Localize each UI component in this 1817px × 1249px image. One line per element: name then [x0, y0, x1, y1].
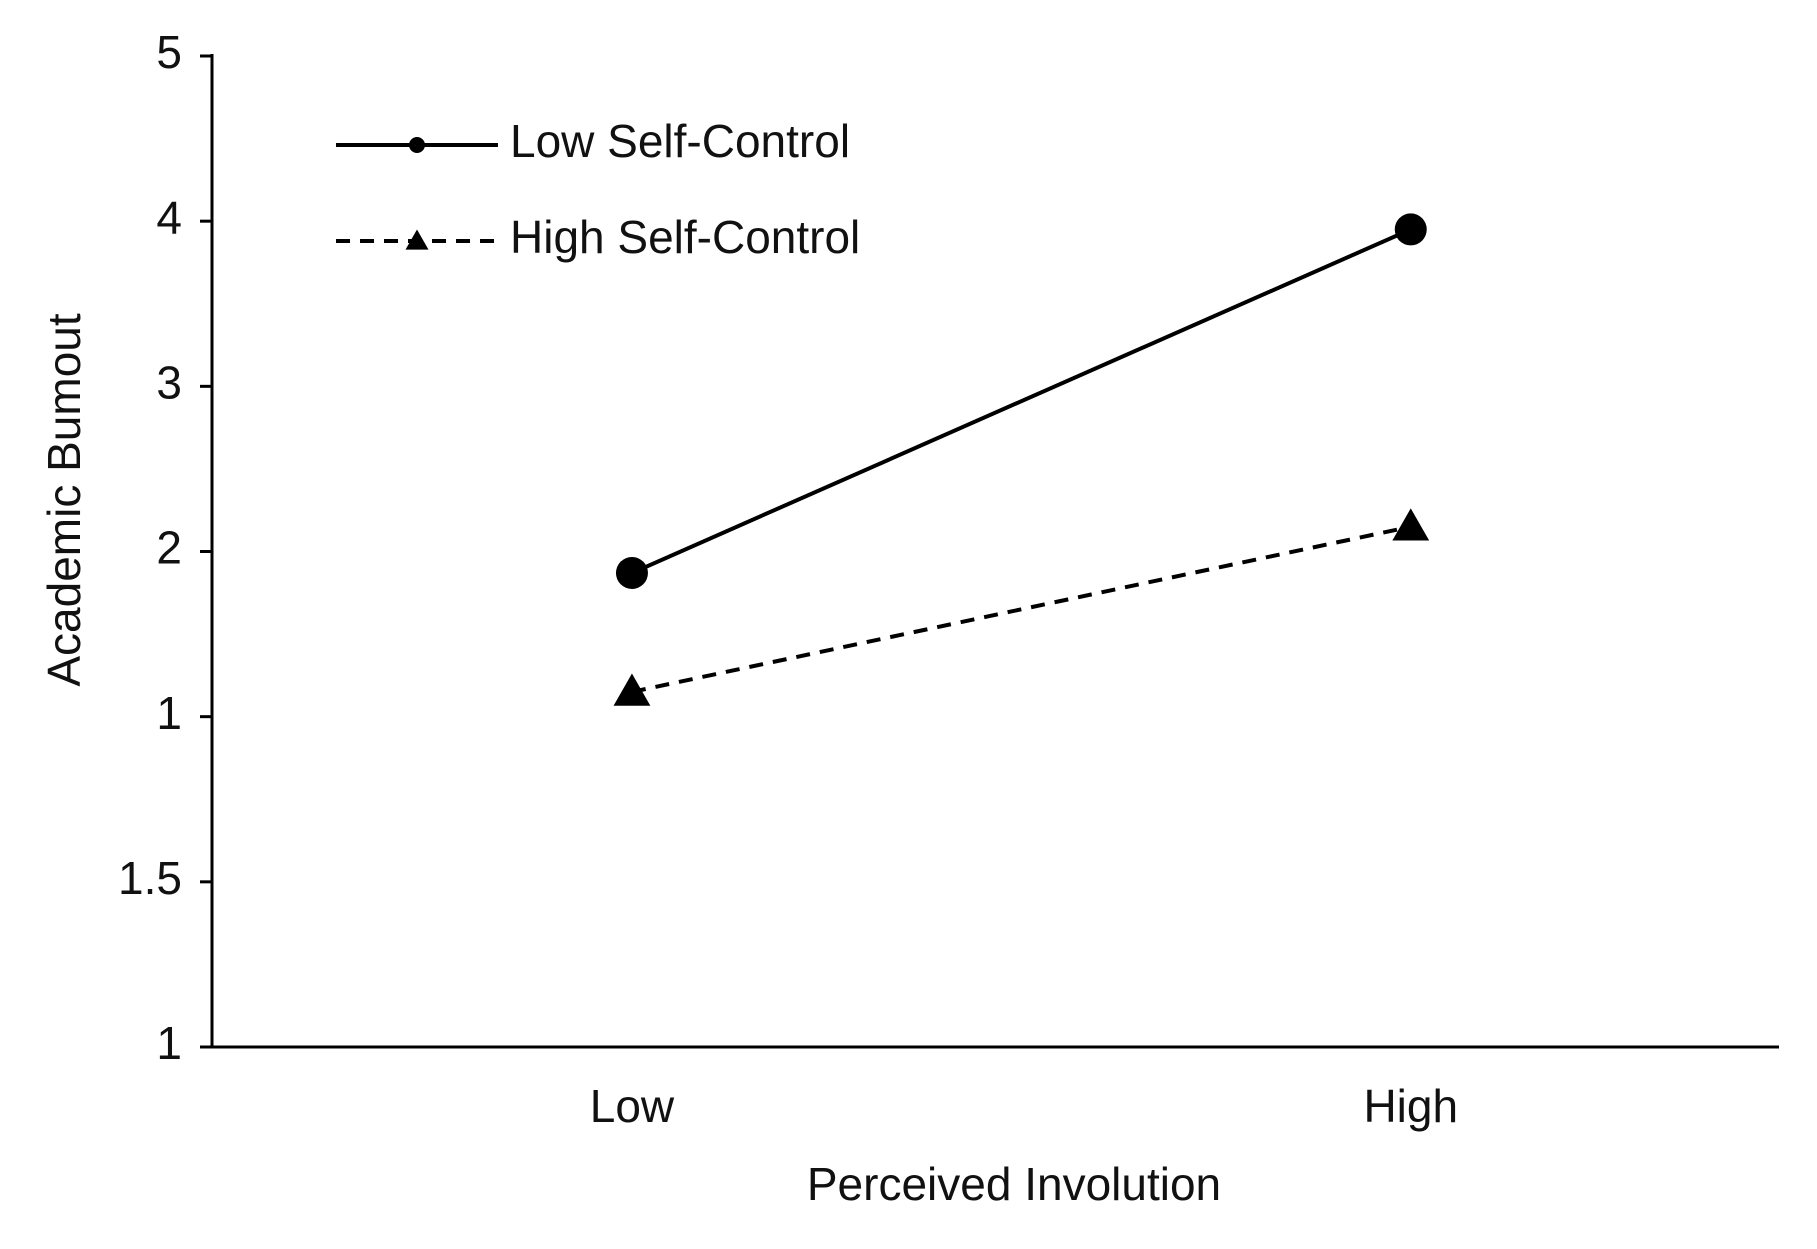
y-tick-label: 4	[156, 191, 182, 243]
series-line	[631, 227, 1412, 575]
y-tick-label: 3	[156, 356, 182, 408]
marker	[615, 556, 648, 589]
marker	[613, 673, 651, 706]
series-line	[631, 524, 1412, 694]
y-tick-label: 1	[156, 687, 182, 739]
y-tick-label: 2	[156, 522, 182, 574]
y-axis-title: Academic Bumout	[38, 313, 90, 686]
y-tick-label: 5	[156, 26, 182, 78]
marker	[1392, 508, 1430, 541]
y-tick-label: 1.5	[118, 852, 182, 904]
x-axis-title: Perceived Involution	[807, 1158, 1221, 1210]
legend-marker	[409, 137, 425, 153]
legend-label: Low Self-Control	[510, 115, 850, 167]
legend-marker	[405, 229, 429, 250]
x-tick-label: High	[1363, 1080, 1458, 1132]
legend-label: High Self-Control	[510, 211, 860, 263]
y-tick-label: 1	[156, 1017, 182, 1069]
x-tick-label: Low	[590, 1080, 675, 1132]
marker	[1394, 213, 1427, 246]
